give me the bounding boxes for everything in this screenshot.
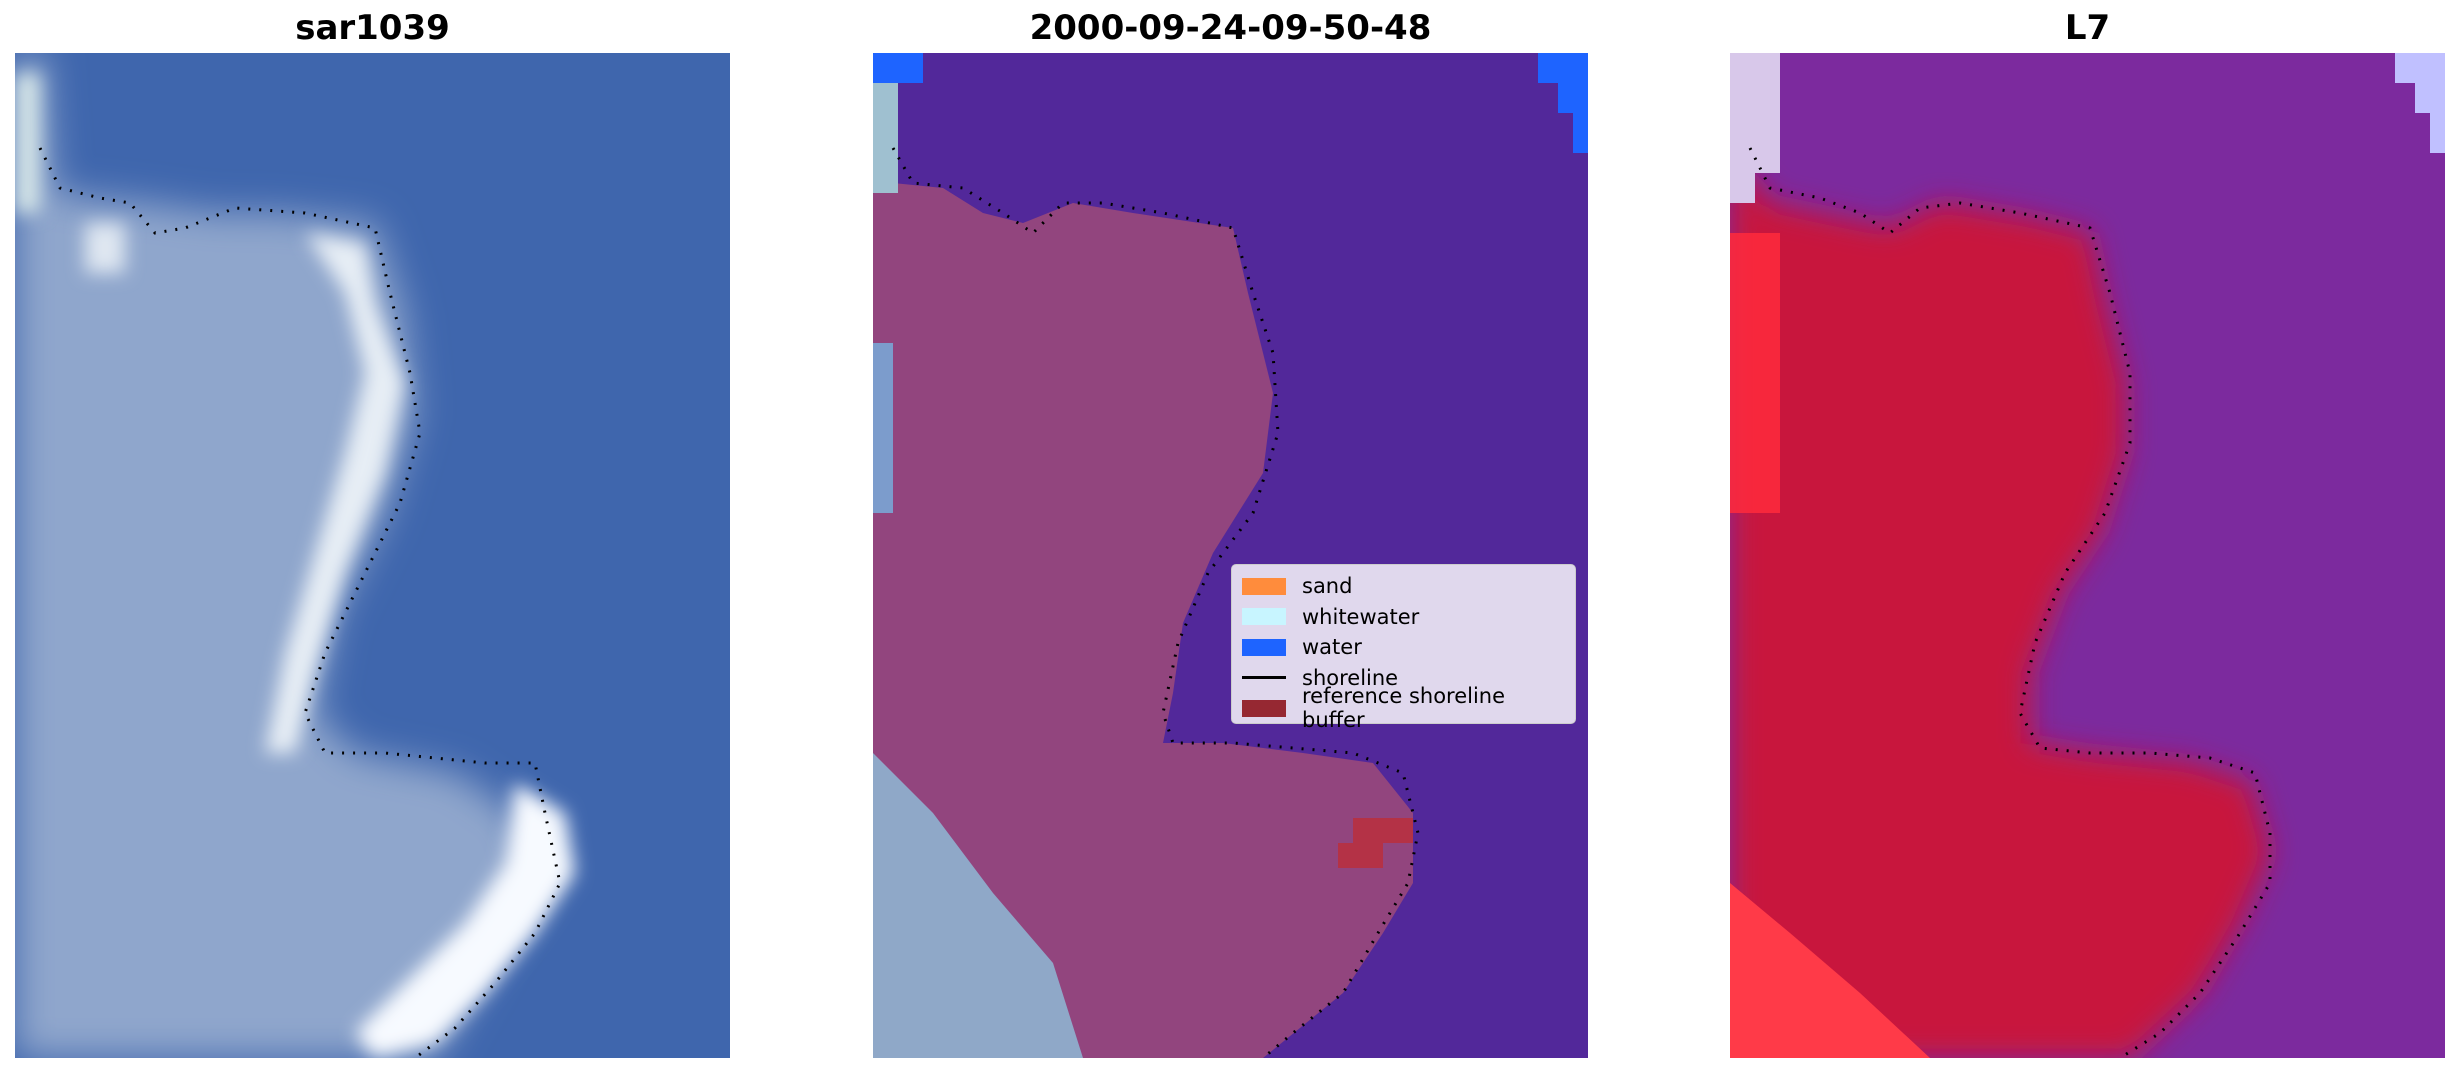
panel-title-classified: 2000-09-24-09-50-48 [1029,8,1432,48]
legend-label: sand [1302,574,1353,599]
legend-item-shoreline: shoreline [1242,663,1565,694]
whitewater-swatch [1242,608,1286,626]
shoreline-trace-3 [1748,147,2272,1058]
panel-title-rgb: sar1039 [295,8,450,48]
sand-swatch [1242,577,1286,595]
classified-image-panel [873,53,1588,1058]
panel-title-index: L7 [2064,8,2111,48]
legend-item-whitewater: whitewater [1242,602,1565,633]
classified-image [873,53,1588,1058]
rgb-image [15,53,730,1058]
legend-label: reference shoreline buffer [1302,684,1506,733]
legend-item-buffer: reference shoreline buffer [1242,684,1565,732]
legend-label: water [1302,635,1362,660]
index-image [1730,53,2445,1058]
legend-label: whitewater [1302,604,1420,629]
shoreline-trace-1 [38,147,562,1058]
legend-item-sand: sand [1242,571,1565,602]
shoreline-trace-2 [891,147,1420,1058]
legend-label: shoreline [1302,665,1399,690]
shoreline-swatch [1242,676,1286,680]
rgb-image-panel [15,53,730,1058]
legend: sand whitewater water shoreline referenc… [1231,564,1576,732]
index-image-panel [1730,53,2445,1058]
buffer-swatch [1242,699,1286,717]
legend-item-water: water [1242,632,1565,663]
water-swatch [1242,638,1286,656]
